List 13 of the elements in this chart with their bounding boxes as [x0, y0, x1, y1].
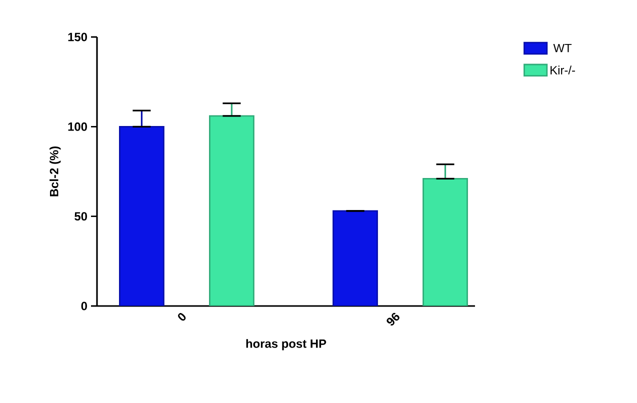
- bar: [332, 210, 378, 306]
- y-axis-title: Bcl-2 (%): [50, 146, 61, 196]
- y-tick-label: 100: [68, 122, 87, 131]
- bar: [422, 178, 468, 306]
- y-tick-label: 50: [74, 212, 87, 221]
- x-axis-title: horas post HP: [246, 339, 326, 350]
- legend-label: WT: [553, 44, 572, 52]
- bar: [209, 115, 254, 306]
- legend-label: Kir-/-: [550, 66, 575, 74]
- y-tick-label: 0: [81, 302, 87, 310]
- bar: [118, 126, 164, 306]
- x-tick-label: 96: [386, 312, 400, 326]
- y-tick-label: 150: [68, 32, 87, 42]
